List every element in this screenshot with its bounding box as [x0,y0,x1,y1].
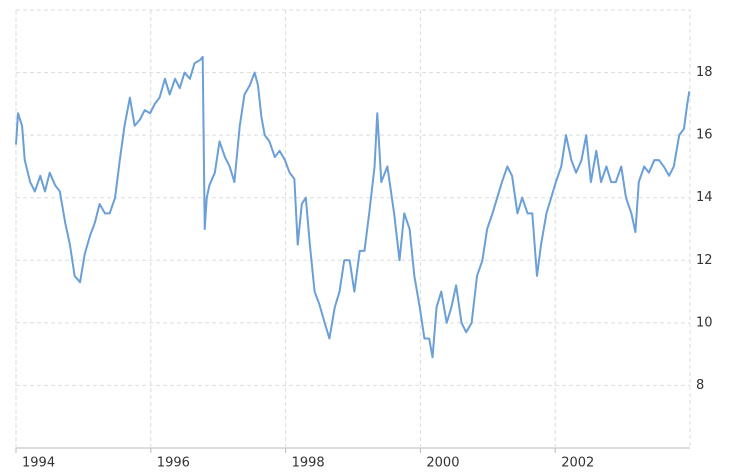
y-tick-label: 16 [696,128,713,143]
y-tick-label: 18 [696,65,713,80]
x-tick-label: 2002 [561,456,594,471]
y-tick-label: 8 [696,378,704,393]
x-tick-label: 2000 [426,456,459,471]
y-tick-label: 12 [696,253,713,268]
y-tick-label: 10 [696,315,713,330]
x-tick-label: 1996 [157,456,190,471]
x-tick-label: 1998 [292,456,325,471]
x-tick-label: 1994 [22,456,55,471]
plot-frame [15,9,691,449]
line-series [15,55,691,359]
y-tick-label: 14 [696,190,713,205]
